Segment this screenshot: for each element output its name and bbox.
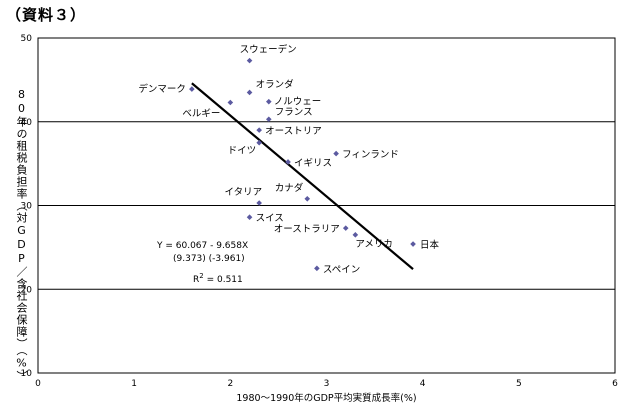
point-label: フィンランド — [342, 150, 399, 161]
data-points — [189, 57, 416, 272]
grid-lines — [38, 121, 615, 290]
y-tick-label: 50 — [21, 34, 33, 44]
point-label: スウェーデン — [240, 44, 297, 56]
r-squared-symbol: R — [193, 275, 199, 285]
point-label: オランダ — [256, 78, 295, 90]
x-tick-label: 6 — [612, 379, 618, 389]
data-point — [304, 196, 311, 202]
point-label: オーストリア — [265, 126, 322, 137]
y-tick-label: 30 — [21, 202, 33, 212]
document-label: （資料３） — [6, 6, 87, 24]
point-label: フランス — [275, 107, 313, 118]
y-tick-label: 40 — [21, 118, 33, 128]
regression-t-stats: (9.373) (-3.961) — [173, 254, 245, 264]
data-point — [410, 241, 416, 247]
axes — [37, 37, 616, 374]
x-tick-label: 3 — [324, 379, 330, 389]
point-label: イタリア — [225, 187, 263, 198]
y-axis-title: 80年の租税負担率（対GDP／含社会保障）（%） — [15, 88, 28, 383]
x-tick-label: 4 — [420, 379, 426, 389]
x-tick-label: 2 — [227, 379, 233, 389]
point-label: ベルギー — [182, 108, 220, 119]
point-label: 日本 — [420, 239, 440, 251]
data-point — [246, 89, 253, 96]
point-label: カナダ — [275, 182, 304, 194]
data-point — [256, 127, 262, 133]
data-point — [256, 200, 262, 206]
point-label: イギリス — [294, 158, 332, 169]
tick-labels: 10 20 30 40 50 0 1 2 3 4 5 6 — [21, 34, 619, 389]
regression-line-group — [191, 82, 414, 270]
r-squared-label: R2 = 0.511 — [193, 272, 243, 285]
data-point — [352, 232, 359, 238]
regression-equation: Y = 60.067 - 9.658X — [156, 241, 248, 251]
point-label: デンマーク — [138, 83, 186, 95]
data-point — [246, 57, 253, 64]
point-label: アメリカ — [355, 239, 393, 250]
point-label: ドイツ — [228, 146, 257, 157]
data-point — [333, 150, 339, 157]
point-label: スペイン — [323, 264, 360, 275]
data-point — [227, 99, 234, 106]
x-tick-label: 5 — [516, 379, 522, 389]
x-tick-label: 0 — [35, 379, 41, 389]
regression-line — [191, 82, 414, 270]
data-point — [256, 139, 262, 146]
data-point — [246, 214, 253, 221]
point-label: スイス — [256, 213, 284, 224]
r-squared-value: = 0.511 — [204, 275, 243, 285]
point-label: ノルウェー — [274, 97, 322, 108]
data-point — [342, 225, 349, 231]
x-axis-title: 1980〜1990年のGDP平均実質成長率(%) — [236, 392, 416, 404]
data-point — [285, 159, 291, 165]
data-point — [314, 265, 320, 272]
data-point — [266, 98, 272, 105]
y-tick-label: 10 — [21, 369, 33, 379]
point-label: オーストラリア — [274, 224, 340, 235]
x-tick-label: 1 — [131, 379, 137, 389]
plot-frame — [37, 37, 616, 374]
y-tick-label: 20 — [21, 285, 33, 295]
data-point — [266, 116, 272, 123]
r-squared-exponent: 2 — [199, 272, 203, 280]
data-point — [189, 86, 195, 92]
